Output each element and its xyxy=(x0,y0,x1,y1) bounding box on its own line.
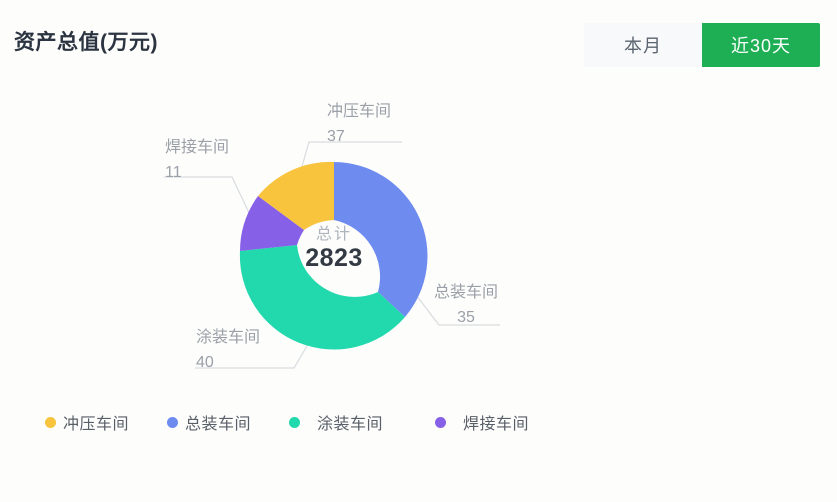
legend-item-zongzhuang[interactable]: 总装车间 xyxy=(167,410,251,434)
donut-slice-zongzhuang xyxy=(334,162,428,317)
pie-label-zongzhuang: 总装车间 35 xyxy=(434,280,498,330)
legend-label-chongya: 冲压车间 xyxy=(63,416,130,433)
legend-item-chongya[interactable]: 冲压车间 xyxy=(45,410,129,434)
donut-chart: 总计 2823 冲压车间 37 焊接车间 11 总装车间 35 涂装车间 40 xyxy=(0,72,837,402)
legend-dot-tuzhuang-icon xyxy=(289,416,301,428)
donut-slice-chongya xyxy=(258,161,334,230)
donut-chart-svg xyxy=(164,141,500,369)
page-title: 资产总值(万元) xyxy=(14,31,158,54)
pie-label-chongya: 冲压车间 37 xyxy=(327,99,391,149)
pie-label-tuzhuang-value: 40 xyxy=(196,354,214,371)
donut-center-label: 总计 xyxy=(315,226,352,243)
legend-item-hanjie[interactable]: 焊接车间 xyxy=(435,410,529,434)
legend-dot-chongya-icon xyxy=(45,416,56,428)
pie-label-hanjie-name: 焊接车间 xyxy=(165,139,230,156)
pie-label-chongya-value: 37 xyxy=(327,128,345,145)
donut-segments xyxy=(239,161,428,350)
chart-legend: 冲压车间 总装车间 涂装车间 焊接车间 xyxy=(45,410,529,434)
pie-label-chongya-name: 冲压车间 xyxy=(327,103,392,120)
range-button-this-month[interactable]: 本月 xyxy=(584,23,702,67)
donut-slice-hanjie xyxy=(240,196,304,251)
pie-label-tuzhuang-name: 涂装车间 xyxy=(196,329,261,346)
pie-label-hanjie-value: 11 xyxy=(165,164,182,181)
pie-label-tuzhuang: 涂装车间 40 xyxy=(196,325,260,375)
legend-dot-hanjie-icon xyxy=(435,416,447,428)
pie-label-hanjie: 焊接车间 11 xyxy=(165,135,229,185)
legend-dot-zongzhuang-icon xyxy=(167,416,179,428)
range-button-last-30-days[interactable]: 近30天 xyxy=(702,23,820,67)
legend-label-zongzhuang: 总装车间 xyxy=(185,416,252,433)
legend-label-hanjie: 焊接车间 xyxy=(463,416,530,433)
legend-label-tuzhuang: 涂装车间 xyxy=(317,416,384,433)
donut-slice-tuzhuang xyxy=(239,245,405,350)
pie-label-zongzhuang-value: 35 xyxy=(457,309,475,326)
donut-center-value: 2823 xyxy=(305,244,363,272)
pie-label-zongzhuang-name: 总装车间 xyxy=(434,284,499,301)
leader-line-hanjie xyxy=(164,176,252,218)
leader-line-zongzhuang xyxy=(412,290,500,326)
date-range-toggle[interactable]: 本月 近30天 xyxy=(584,23,820,67)
legend-item-tuzhuang[interactable]: 涂装车间 xyxy=(289,410,383,434)
